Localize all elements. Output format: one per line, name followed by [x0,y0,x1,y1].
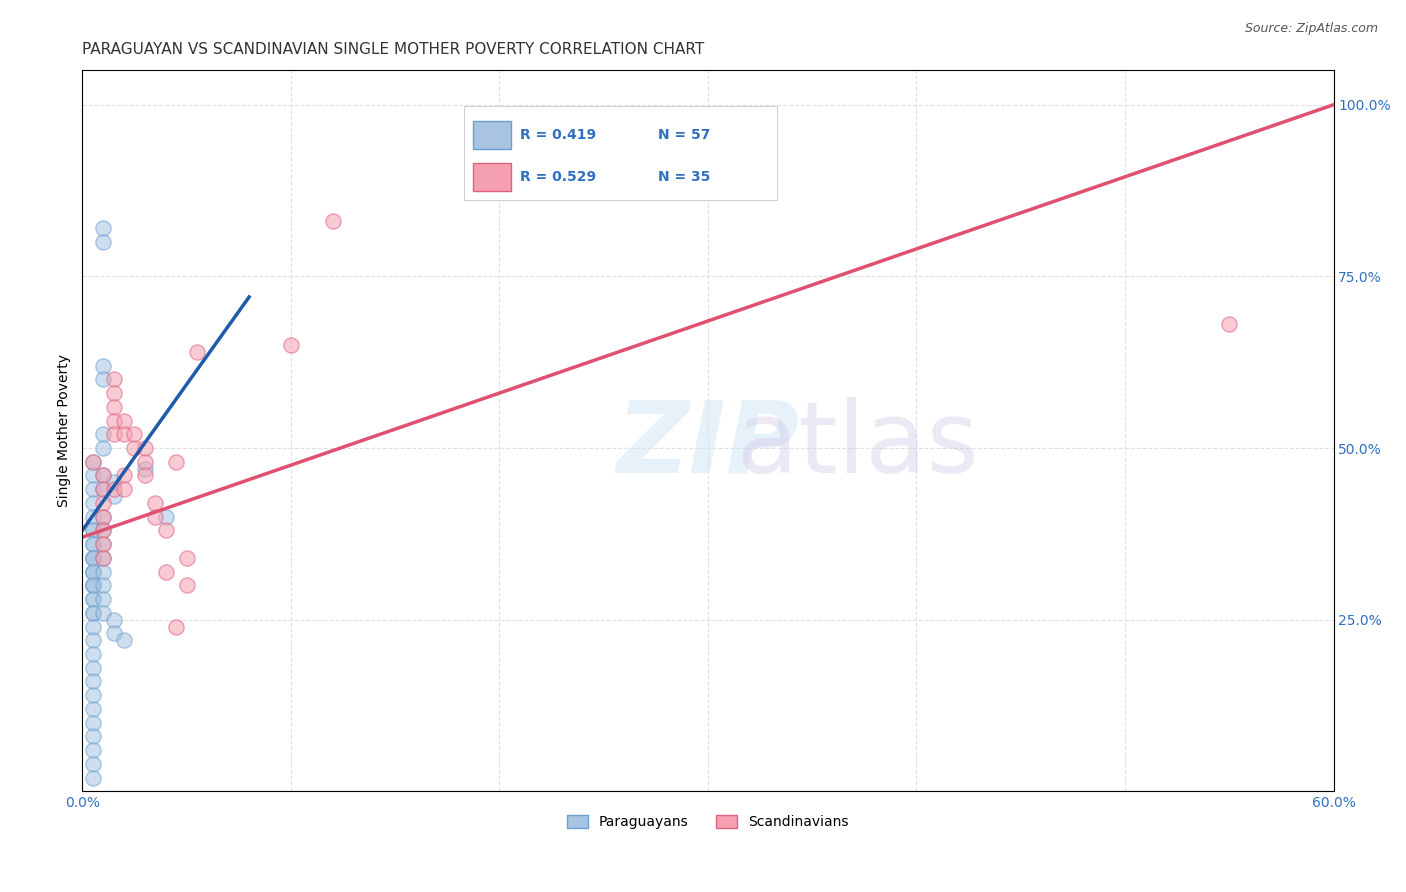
Paraguayans [82,771,104,785]
Paraguayans [82,688,104,702]
Paraguayans [82,578,104,592]
Paraguayans [91,221,114,235]
Scandinavians [91,509,114,524]
Paraguayans [91,441,114,455]
Paraguayans [112,633,135,648]
Legend: Paraguayans, Scandinavians: Paraguayans, Scandinavians [561,810,855,835]
Paraguayans [82,496,104,510]
Scandinavians [91,482,114,496]
Paraguayans [82,592,104,607]
Paraguayans [82,524,104,538]
Scandinavians [91,550,114,565]
Text: Source: ZipAtlas.com: Source: ZipAtlas.com [1244,22,1378,36]
Text: atlas: atlas [737,397,979,494]
Scandinavians [91,468,114,483]
Scandinavians [186,345,208,359]
Paraguayans [91,537,114,551]
Scandinavians [124,441,146,455]
Scandinavians [143,509,166,524]
Scandinavians [134,455,156,469]
Scandinavians [124,427,146,442]
Paraguayans [82,468,104,483]
Scandinavians [165,619,187,633]
Paraguayans [82,550,104,565]
Scandinavians [82,455,104,469]
Paraguayans [91,468,114,483]
Scandinavians [91,496,114,510]
Text: ZIP: ZIP [616,397,800,494]
Paraguayans [103,475,125,490]
Scandinavians [322,214,344,228]
Scandinavians [112,468,135,483]
Scandinavians [134,441,156,455]
Paraguayans [82,702,104,716]
Paraguayans [82,633,104,648]
Paraguayans [82,647,104,661]
Paraguayans [82,550,104,565]
Paraguayans [91,524,114,538]
Paraguayans [82,550,104,565]
Paraguayans [91,427,114,442]
Paraguayans [82,537,104,551]
Scandinavians [112,482,135,496]
Scandinavians [155,565,177,579]
Paraguayans [82,756,104,771]
Paraguayans [91,482,114,496]
Paraguayans [91,509,114,524]
Paraguayans [82,524,104,538]
Paraguayans [91,592,114,607]
Paraguayans [91,606,114,620]
Scandinavians [103,400,125,414]
Paraguayans [82,565,104,579]
Text: PARAGUAYAN VS SCANDINAVIAN SINGLE MOTHER POVERTY CORRELATION CHART: PARAGUAYAN VS SCANDINAVIAN SINGLE MOTHER… [83,42,704,57]
Paraguayans [134,461,156,475]
Paraguayans [82,509,104,524]
Scandinavians [103,482,125,496]
Scandinavians [103,427,125,442]
Scandinavians [103,386,125,401]
Scandinavians [103,372,125,386]
Paraguayans [82,674,104,689]
Scandinavians [143,496,166,510]
Paraguayans [82,592,104,607]
Scandinavians [103,413,125,427]
Scandinavians [165,455,187,469]
Scandinavians [112,413,135,427]
Paraguayans [82,743,104,757]
Paraguayans [82,661,104,675]
Scandinavians [176,578,198,592]
Paraguayans [103,613,125,627]
Paraguayans [82,565,104,579]
Paraguayans [82,606,104,620]
Scandinavians [112,427,135,442]
Paraguayans [155,509,177,524]
Scandinavians [91,537,114,551]
Paraguayans [103,626,125,640]
Paraguayans [82,619,104,633]
Paraguayans [91,565,114,579]
Paraguayans [91,372,114,386]
Paraguayans [82,578,104,592]
Paraguayans [91,235,114,249]
Paraguayans [82,729,104,743]
Paraguayans [82,537,104,551]
Scandinavians [91,524,114,538]
Paraguayans [82,578,104,592]
Paraguayans [82,455,104,469]
Scandinavians [134,468,156,483]
Paraguayans [82,565,104,579]
Paraguayans [91,359,114,373]
Y-axis label: Single Mother Poverty: Single Mother Poverty [58,354,72,508]
Scandinavians [1218,318,1240,332]
Paraguayans [82,482,104,496]
Paraguayans [103,489,125,503]
Paraguayans [91,578,114,592]
Scandinavians [155,524,177,538]
Scandinavians [176,550,198,565]
Paraguayans [91,550,114,565]
Paraguayans [82,606,104,620]
Scandinavians [280,338,302,352]
Paraguayans [82,715,104,730]
